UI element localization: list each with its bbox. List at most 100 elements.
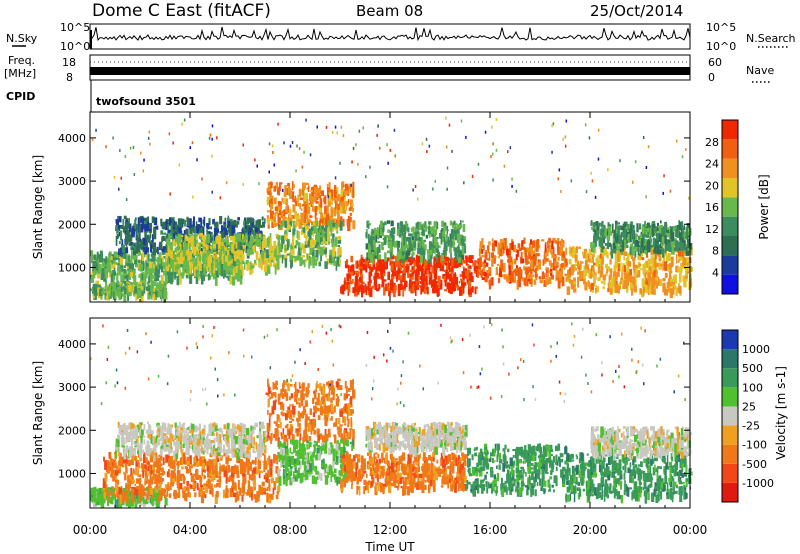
echo-cell xyxy=(95,280,99,284)
echo-cell xyxy=(182,250,186,256)
echo-cell xyxy=(465,135,467,139)
echo-cell xyxy=(267,182,270,192)
echo-cell xyxy=(654,276,657,285)
echo-cell xyxy=(174,264,178,271)
echo-cell xyxy=(204,253,207,259)
echo-cell xyxy=(369,165,371,169)
noise-panel: N.Sky 10^5 10^0 10^5 10^0 N.Search xyxy=(6,21,796,53)
echo-cell xyxy=(165,266,168,272)
echo-cell xyxy=(685,267,688,277)
echo-cell xyxy=(280,182,283,185)
echo-cell xyxy=(326,205,329,215)
echo-cell xyxy=(367,281,370,292)
echo-cell xyxy=(420,285,423,295)
echo-cell xyxy=(199,225,203,233)
echo-cell xyxy=(120,176,122,180)
echo-cell xyxy=(496,263,499,266)
echo-cell xyxy=(451,243,454,248)
echo-cell xyxy=(334,243,338,247)
echo-cell xyxy=(215,221,219,231)
echo-cell xyxy=(533,256,537,266)
echo-cell xyxy=(317,193,320,197)
echo-cell xyxy=(252,246,254,250)
beam-label: Beam 08 xyxy=(356,2,423,20)
echo-cell xyxy=(414,185,417,188)
echo-cell xyxy=(444,279,447,287)
echo-cell xyxy=(587,280,590,287)
echo-cell xyxy=(308,237,311,242)
echo-cell xyxy=(606,228,609,232)
echo-cell xyxy=(189,243,191,251)
echo-cell xyxy=(398,262,401,268)
echo-cell xyxy=(601,256,604,265)
echo-cell xyxy=(565,277,568,281)
echo-cell xyxy=(352,208,354,212)
echo-cell xyxy=(421,237,424,247)
echo-cell xyxy=(112,271,117,276)
echo-cell xyxy=(115,219,119,224)
echo-cell xyxy=(334,203,338,210)
echo-cell xyxy=(662,226,665,233)
echo-cell xyxy=(148,223,153,233)
echo-cell xyxy=(192,220,195,228)
echo-cell xyxy=(625,257,628,266)
echo-cell xyxy=(177,237,179,247)
echo-cell xyxy=(327,195,329,199)
echo-cell xyxy=(632,257,636,262)
echo-cell xyxy=(551,124,553,128)
echo-cell xyxy=(202,456,206,460)
echo-cell xyxy=(246,250,249,255)
echo-cell xyxy=(397,240,400,248)
echo-cell xyxy=(670,245,674,255)
echo-cell xyxy=(320,226,322,233)
echo-cell xyxy=(230,265,234,270)
echo-cell xyxy=(535,245,539,252)
echo-cell xyxy=(288,208,292,218)
echo-cell xyxy=(479,244,482,254)
echo-cell xyxy=(129,146,132,150)
echo-cell xyxy=(421,287,424,293)
echo-cell xyxy=(480,263,483,267)
echo-cell xyxy=(678,221,682,230)
echo-cell xyxy=(526,247,530,253)
echo-cell xyxy=(143,158,145,162)
echo-cell xyxy=(517,249,519,257)
echo-cell xyxy=(310,250,314,255)
echo-cell xyxy=(290,244,292,253)
echo-cell xyxy=(345,201,348,211)
echo-cell xyxy=(302,259,306,265)
echo-cell xyxy=(321,190,324,196)
echo-cell xyxy=(599,253,602,259)
echo-cell xyxy=(289,221,292,226)
echo-cell xyxy=(202,226,205,237)
echo-cell xyxy=(292,245,295,255)
echo-cell xyxy=(113,286,116,296)
echo-cell xyxy=(402,260,406,267)
echo-cell xyxy=(105,256,108,265)
echo-cell xyxy=(225,488,228,499)
echo-cell xyxy=(657,232,660,238)
echo-cell xyxy=(127,293,129,301)
echo-cell xyxy=(248,266,252,269)
echo-cell xyxy=(236,263,240,267)
echo-cell xyxy=(461,280,465,287)
echo-cell xyxy=(664,261,668,271)
echo-cell xyxy=(458,224,463,229)
echo-cell xyxy=(561,255,565,261)
echo-cell xyxy=(254,158,256,162)
power-colorbar-tick: 12 xyxy=(705,223,719,236)
echo-cell xyxy=(333,207,337,217)
echo-cell xyxy=(455,264,459,269)
echo-cell xyxy=(351,160,353,164)
echo-cell xyxy=(295,240,299,246)
echo-cell xyxy=(630,253,634,259)
echo-cell xyxy=(196,158,198,162)
echo-cell xyxy=(416,255,421,263)
echo-cell xyxy=(338,205,342,214)
echo-cell xyxy=(130,498,134,507)
echo-cell xyxy=(139,263,143,269)
echo-cell xyxy=(679,272,682,283)
echo-cell xyxy=(127,459,131,467)
power-echoes xyxy=(90,116,693,303)
echo-cell xyxy=(461,252,464,260)
